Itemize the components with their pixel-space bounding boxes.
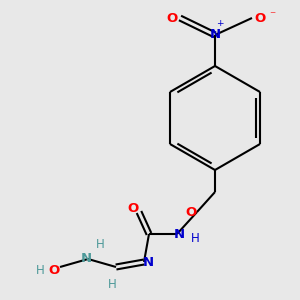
Text: N: N	[173, 227, 184, 241]
Text: H: H	[96, 238, 104, 251]
Text: H: H	[108, 278, 116, 292]
Text: H: H	[36, 265, 44, 278]
Text: O: O	[254, 11, 266, 25]
Text: O: O	[185, 206, 197, 218]
Text: N: N	[80, 253, 92, 266]
Text: O: O	[128, 202, 139, 214]
Text: N: N	[142, 256, 154, 268]
Text: N: N	[209, 28, 220, 41]
Text: O: O	[48, 265, 60, 278]
Text: +: +	[216, 19, 224, 28]
Text: O: O	[167, 11, 178, 25]
Text: ⁻: ⁻	[269, 10, 275, 22]
Text: H: H	[190, 232, 200, 244]
